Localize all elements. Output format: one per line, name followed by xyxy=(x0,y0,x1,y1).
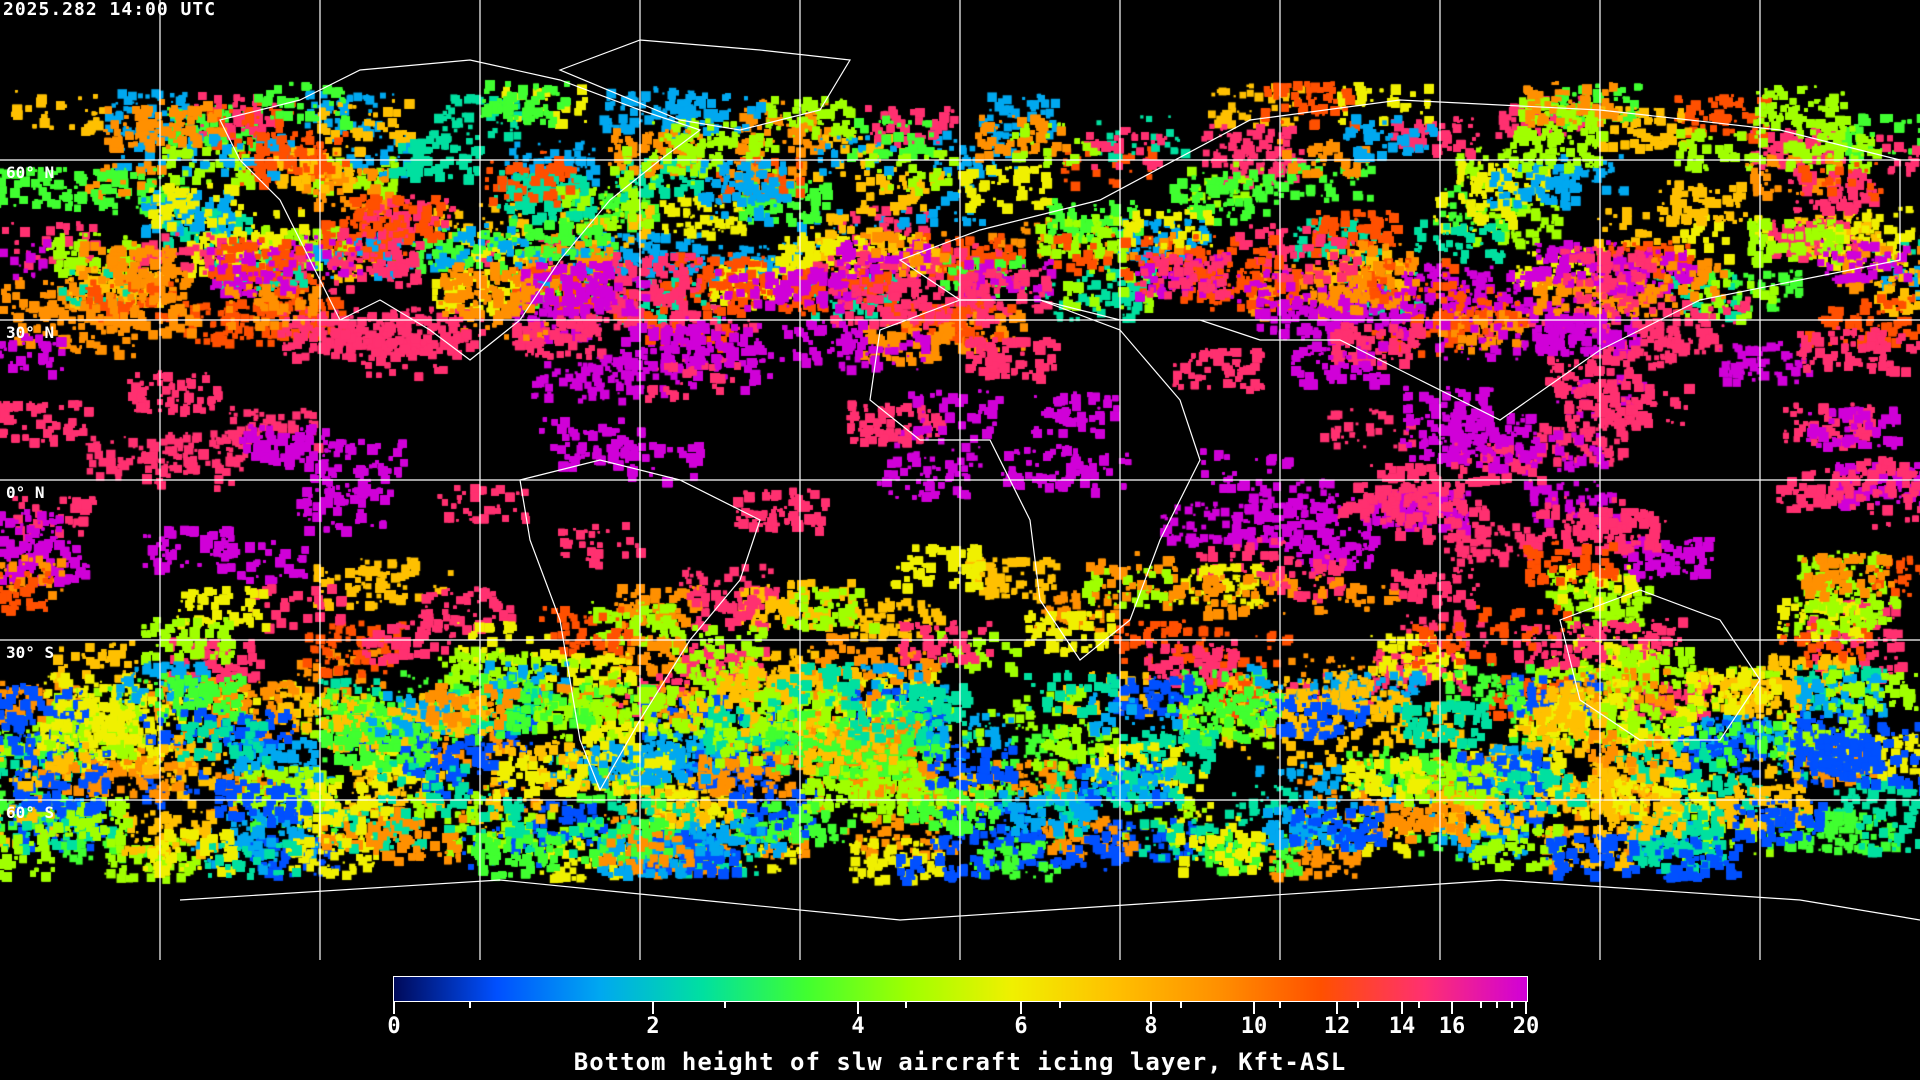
lat-label-0n: 0° N xyxy=(6,483,45,502)
lat-label-30n: 30° N xyxy=(6,323,55,342)
colorbar xyxy=(393,976,1528,1002)
coastline xyxy=(869,299,1201,661)
lat-label-60n: 60° N xyxy=(6,163,55,182)
colorbar-ticks xyxy=(393,1002,1527,1014)
colorbar-tick-label: 0 xyxy=(387,1014,401,1039)
colorbar-tick-label: 8 xyxy=(1144,1014,1158,1039)
colorbar-title: Bottom height of slw aircraft icing laye… xyxy=(573,1048,1347,1076)
colorbar-tick-label: 4 xyxy=(851,1014,865,1039)
coastline xyxy=(898,99,1901,421)
colorbar-tick-label: 2 xyxy=(646,1014,660,1039)
lat-lon-grid xyxy=(0,0,1920,960)
colorbar-tick-label: 14 xyxy=(1388,1014,1416,1039)
coastline xyxy=(1559,589,1761,741)
colorbar-tick-label: 20 xyxy=(1512,1014,1540,1039)
timestamp: 2025.282 14:00 UTC xyxy=(3,0,217,20)
colorbar-tick-label: 10 xyxy=(1240,1014,1268,1039)
coastline xyxy=(219,59,702,361)
coastline xyxy=(519,459,761,792)
lat-label-60s: 60° S xyxy=(6,803,55,822)
coastline xyxy=(179,879,1920,921)
colorbar-tick-label: 12 xyxy=(1323,1014,1351,1039)
lat-label-30s: 30° S xyxy=(6,643,55,662)
coastline xyxy=(558,39,851,131)
colorbar-tick-label: 6 xyxy=(1014,1014,1028,1039)
icing-map xyxy=(0,0,1920,960)
colorbar-tick-label: 16 xyxy=(1438,1014,1466,1039)
